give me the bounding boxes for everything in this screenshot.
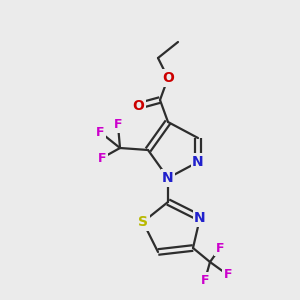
Text: F: F — [216, 242, 224, 254]
Text: O: O — [162, 71, 174, 85]
Text: F: F — [114, 118, 122, 131]
Text: O: O — [132, 99, 144, 113]
Text: N: N — [192, 155, 204, 169]
Text: F: F — [98, 152, 106, 164]
Text: N: N — [194, 211, 206, 225]
Text: F: F — [224, 268, 232, 281]
Text: F: F — [201, 274, 209, 286]
Text: F: F — [96, 125, 104, 139]
Text: N: N — [162, 171, 174, 185]
Text: S: S — [138, 215, 148, 229]
